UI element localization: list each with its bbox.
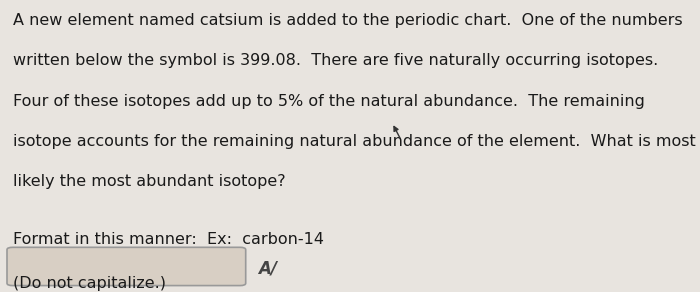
Text: A new element named catsium is added to the periodic chart.  One of the numbers: A new element named catsium is added to …	[13, 13, 682, 28]
FancyBboxPatch shape	[7, 247, 246, 286]
Text: likely the most abundant isotope?: likely the most abundant isotope?	[13, 174, 285, 189]
Text: isotope accounts for the remaining natural abundance of the element.  What is mo: isotope accounts for the remaining natur…	[13, 134, 695, 149]
Text: Format in this manner:  Ex:  carbon-14: Format in this manner: Ex: carbon-14	[13, 232, 323, 247]
Text: written below the symbol is 399.08.  There are five naturally occurring isotopes: written below the symbol is 399.08. Ther…	[13, 53, 658, 68]
Text: (Do not capitalize.): (Do not capitalize.)	[13, 276, 166, 291]
Text: A/: A/	[258, 259, 277, 277]
Text: Four of these isotopes add up to 5% of the natural abundance.  The remaining: Four of these isotopes add up to 5% of t…	[13, 94, 645, 109]
